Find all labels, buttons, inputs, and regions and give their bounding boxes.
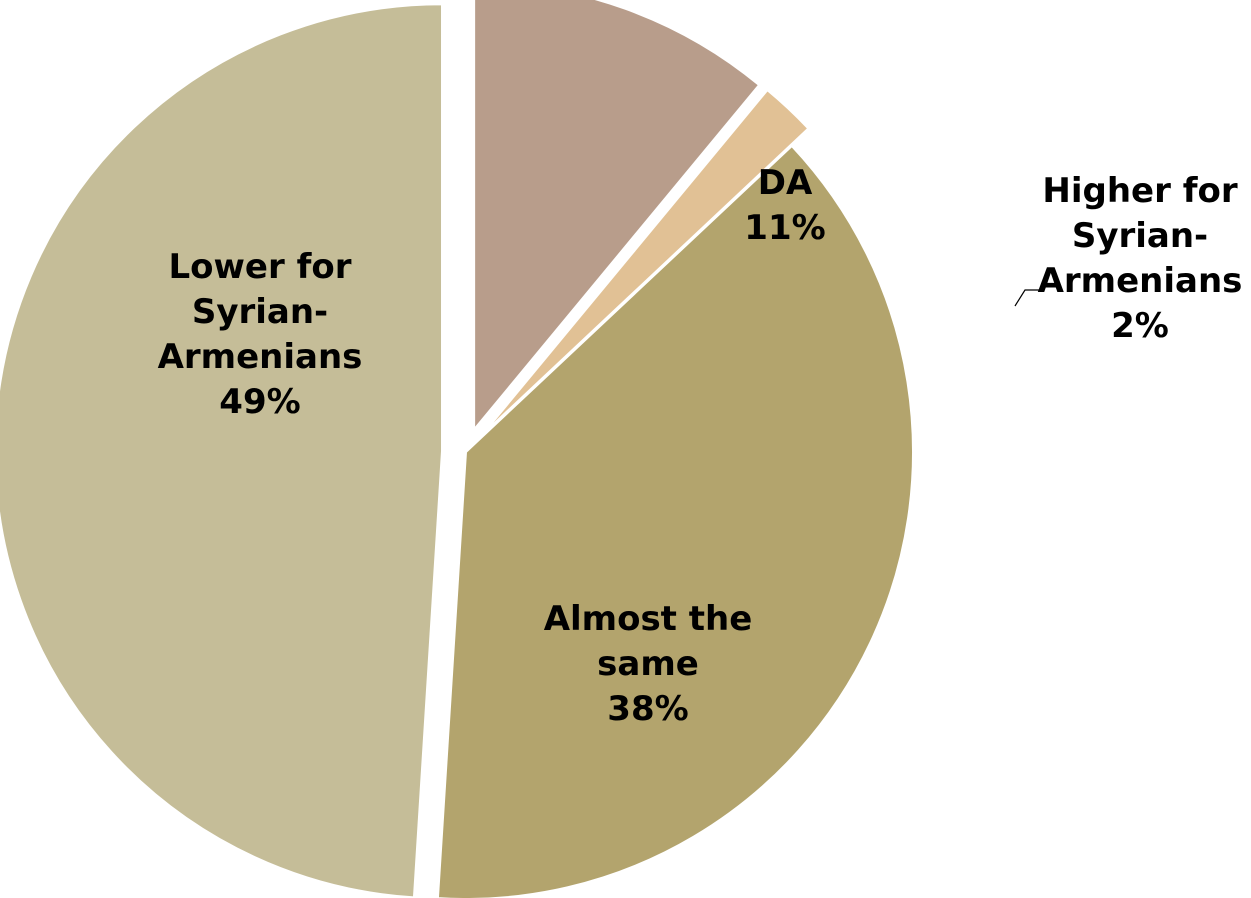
slice-label-almost-the-same: Almost the same 38% <box>544 599 753 729</box>
slice-label-higher-for-syrian-armenians: Higher for Syrian- Armenians 2% <box>1038 171 1243 346</box>
slice-label-line: 2% <box>1111 306 1169 346</box>
slice-label-line: Syrian- <box>1072 216 1208 256</box>
slice-label-line: 11% <box>744 208 825 248</box>
slice-label-line: 49% <box>219 382 300 422</box>
slice-label-line: 38% <box>607 689 688 729</box>
leader-lines-layer <box>1014 289 1041 307</box>
slice-label-line: Armenians <box>1038 261 1243 301</box>
pie-slice-da <box>473 0 761 433</box>
slice-label-da: DA 11% <box>744 163 825 248</box>
pie-slice-lower-for-syrian-armenians <box>0 3 444 898</box>
slice-label-line: Lower for <box>168 247 351 287</box>
slice-label-line: Higher for <box>1042 171 1237 211</box>
slice-label-line: same <box>597 644 699 684</box>
slice-label-lower-for-syrian-armenians: Lower for Syrian- Armenians 49% <box>158 247 363 422</box>
slice-label-line: Almost the <box>544 599 753 639</box>
slice-label-line: Armenians <box>158 337 363 377</box>
slice-label-line: DA <box>758 163 813 203</box>
leader-line-higher-for-syrian-armenians <box>1014 289 1041 307</box>
pie-slice-almost-the-same <box>436 144 914 898</box>
pie-slice-higher-for-syrian-armenians <box>481 88 810 436</box>
labels-layer: DA 11% Higher for Syrian- Armenians 2% Almost … <box>158 163 1243 729</box>
slice-label-line: Syrian- <box>192 292 328 332</box>
slices-layer <box>0 0 914 898</box>
